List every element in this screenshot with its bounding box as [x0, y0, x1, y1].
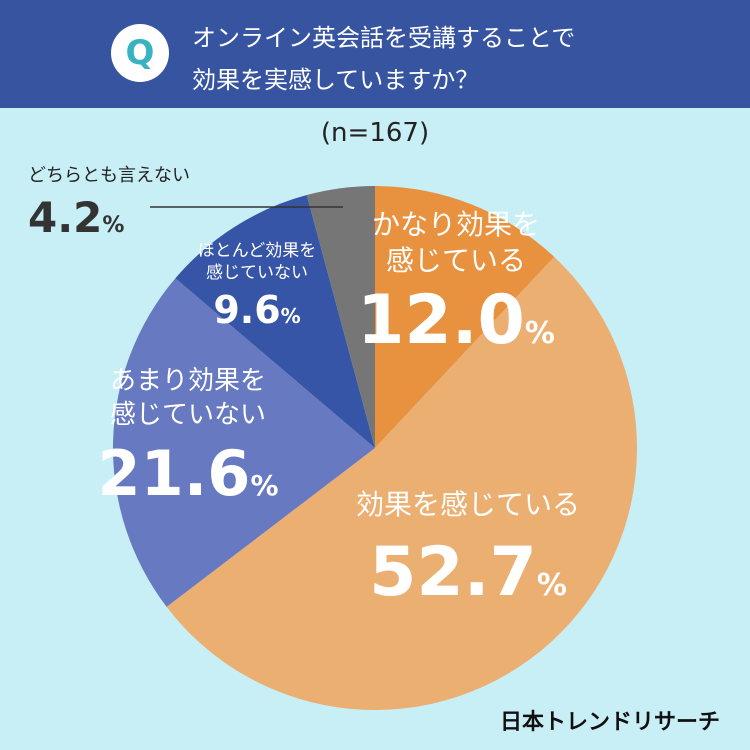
slice-label-hotondo: ほとんど効果を 感じていない 9.6% — [173, 240, 341, 340]
slice-label-kouka: 効果を感じている 52.7% — [338, 487, 598, 626]
percent-sign: % — [102, 213, 125, 238]
pie-slice-hotondo — [175, 195, 375, 448]
slice-label-kanari: かなり効果を 感じている 12.0% — [356, 207, 556, 372]
pie-slice-dochira — [306, 186, 375, 448]
slice-label-amari-line1: あまり効果を — [109, 366, 266, 396]
slice-label-dochira: どちらとも言えない 4.2% — [28, 164, 190, 252]
question-title-line2: 効果を実感していますか？ — [192, 66, 480, 94]
pie-slice-amari — [112, 278, 375, 607]
question-header: Q オンライン英会話を受講することで 効果を実感していますか？ — [0, 0, 750, 108]
percent-sign: % — [280, 304, 301, 328]
slice-label-kouka-line1: 効果を感じている — [355, 488, 580, 521]
slice-value-kouka: 52.7 — [369, 533, 537, 612]
percent-sign: % — [536, 568, 567, 603]
question-badge: Q — [111, 24, 169, 82]
pie-slice-kouka — [166, 256, 637, 710]
slice-value-kanari: 12.0 — [357, 281, 525, 360]
slice-label-kanari-line1: かなり効果を — [371, 208, 540, 241]
question-title-line1: オンライン英会話を受講することで — [192, 24, 576, 52]
slice-value-dochira: 4.2 — [28, 193, 103, 242]
slice-label-dochira-line1: どちらとも言えない — [28, 165, 190, 186]
slice-label-amari: あまり効果を 感じていない 21.6% — [88, 364, 288, 524]
slice-label-hotondo-line1: ほとんど効果を — [197, 241, 317, 261]
slice-label-hotondo-line2: 感じていない — [206, 263, 308, 283]
pie-slice-kanari — [375, 186, 555, 448]
sample-size-label: (n=167) — [320, 118, 430, 148]
percent-sign: % — [250, 469, 279, 502]
percent-sign: % — [524, 316, 555, 351]
brand-logo: 日本トレンドリサーチ — [499, 710, 720, 735]
slice-value-hotondo: 9.6 — [213, 288, 281, 332]
slice-value-amari: 21.6 — [97, 437, 251, 510]
slice-label-amari-line2: 感じていない — [109, 400, 266, 430]
slice-label-kanari-line2: 感じている — [385, 244, 526, 277]
